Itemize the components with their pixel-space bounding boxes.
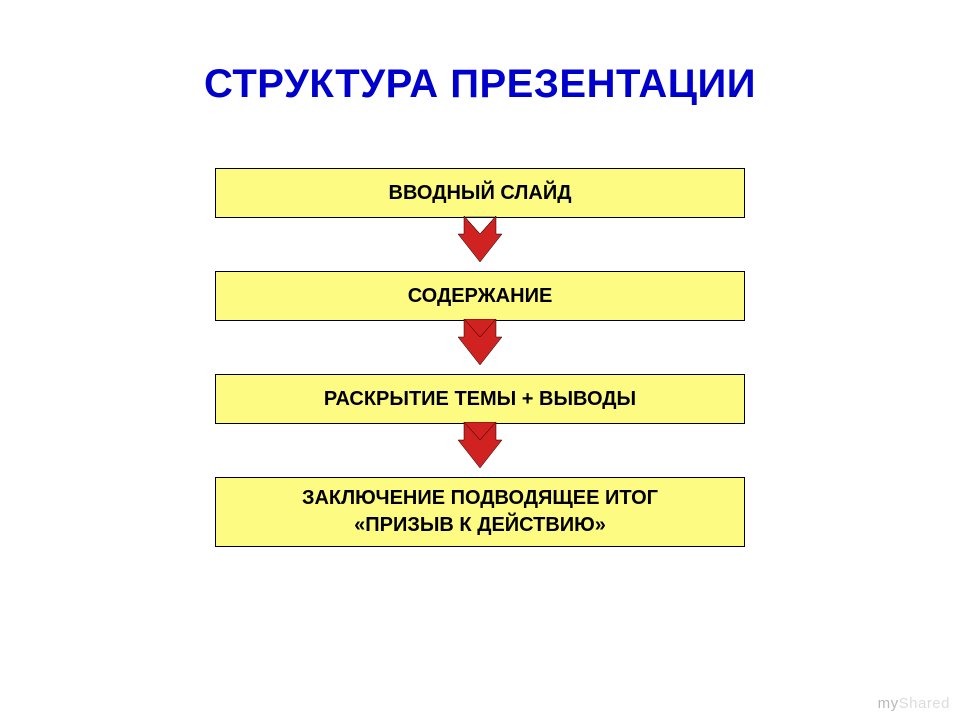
watermark-part2: Shared [899, 695, 950, 712]
flow-box-1-label: ВВОДНЫЙ СЛАЙД [389, 180, 572, 207]
watermark: myShared [878, 695, 950, 712]
flow-box-2: СОДЕРЖАНИЕ [215, 271, 745, 321]
flow-box-3-label: РАСКРЫТИЕ ТЕМЫ + ВЫВОДЫ [324, 386, 636, 413]
flow-box-4-label-line1: ЗАКЛЮЧЕНИЕ ПОДВОДЯЩЕЕ ИТОГ [302, 485, 658, 512]
flow-box-1: ВВОДНЫЙ СЛАЙД [215, 168, 745, 218]
arrow-down-icon [458, 422, 502, 473]
arrow-down-icon [458, 319, 502, 370]
flow-box-4: ЗАКЛЮЧЕНИЕ ПОДВОДЯЩЕЕ ИТОГ «ПРИЗЫВ К ДЕЙ… [215, 477, 745, 547]
arrow-down-icon [458, 216, 502, 267]
watermark-part1: my [878, 695, 899, 712]
flowchart: ВВОДНЫЙ СЛАЙД СОДЕРЖАНИЕ РАСКРЫТИЕ ТЕМЫ … [0, 168, 960, 547]
page-title: СТРУКТУРА ПРЕЗЕНТАЦИИ [0, 62, 960, 107]
flow-box-3: РАСКРЫТИЕ ТЕМЫ + ВЫВОДЫ [215, 374, 745, 424]
flow-box-4-label-line2: «ПРИЗЫВ К ДЕЙСТВИЮ» [354, 512, 606, 539]
slide: СТРУКТУРА ПРЕЗЕНТАЦИИ ВВОДНЫЙ СЛАЙД СОДЕ… [0, 0, 960, 720]
flow-box-2-label: СОДЕРЖАНИЕ [408, 283, 553, 310]
